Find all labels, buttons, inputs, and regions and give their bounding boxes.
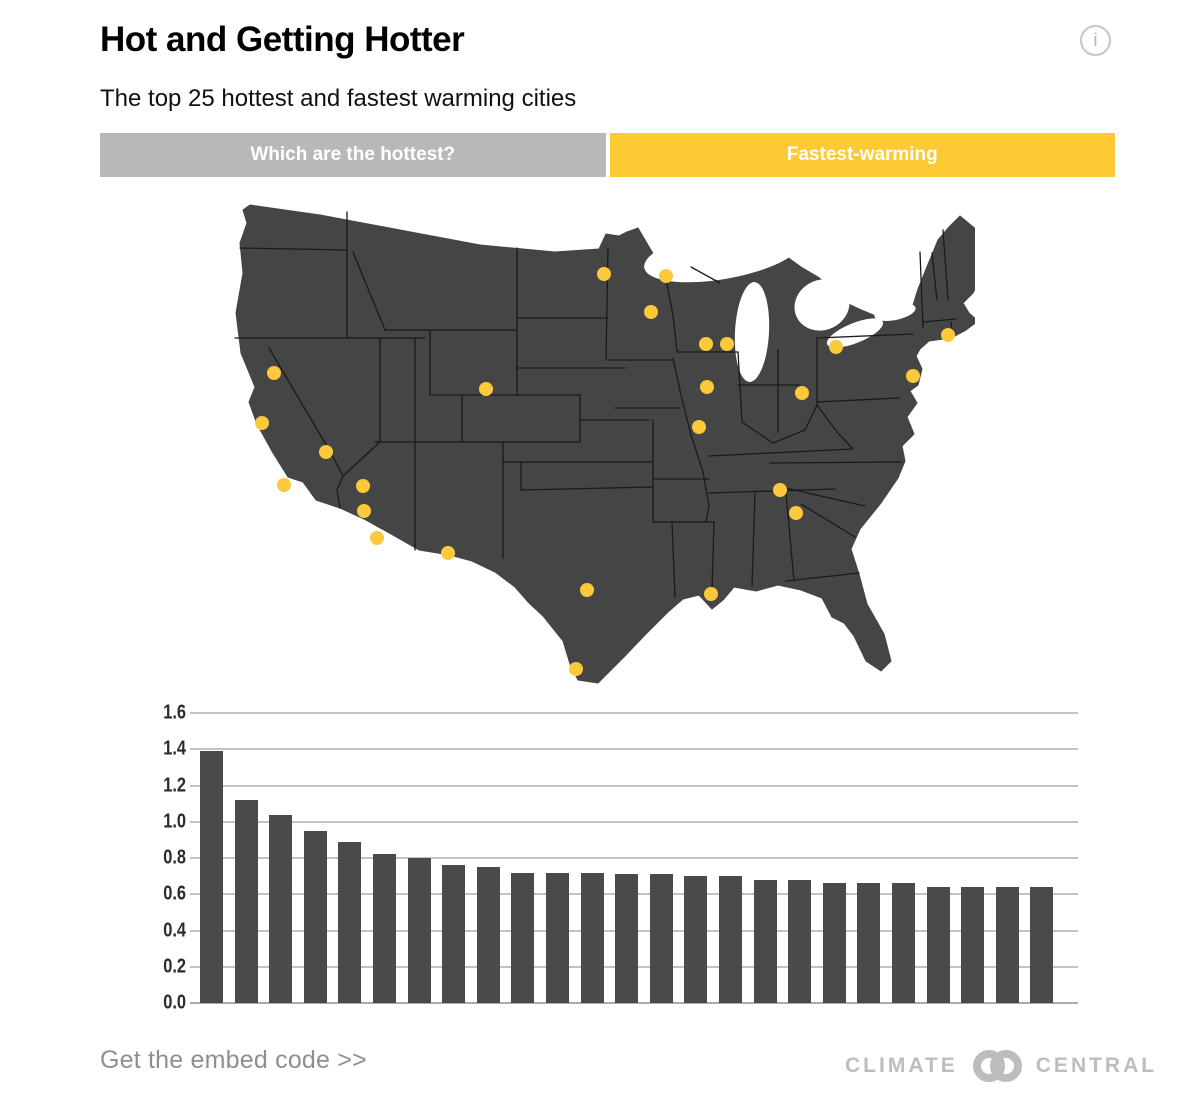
lake-huron [794,279,850,331]
city-dot [700,380,714,394]
climate-central-logo: CLIMATE CENTRAL [845,1048,1157,1084]
info-icon[interactable]: i [1080,25,1111,56]
bar [961,887,985,1003]
y-axis: 0.0 0.2 0.4 0.6 0.8 1.0 1.2 1.4 1.6 [128,702,186,1014]
bar [580,872,604,1003]
embed-code-link[interactable]: Get the embed code >> [100,1046,367,1074]
lake-michigan [734,282,770,382]
city-dot [357,504,371,518]
city-dot [441,546,455,560]
city-dot [906,369,920,383]
city-dot [720,337,734,351]
city-dot [277,478,291,492]
bar [926,887,950,1003]
city-dot [699,337,713,351]
city-dot [704,587,718,601]
y-axis-tick-label: 0.6 [163,882,186,905]
gridline [190,748,1078,751]
bar [442,865,466,1003]
bar [338,841,362,1003]
state-borders [234,211,957,598]
city-dot [479,382,493,396]
bar [788,879,812,1003]
bar [511,872,535,1003]
gridline [190,857,1078,859]
us-map [225,190,975,690]
bar [234,800,258,1003]
y-axis-tick-label: 1.0 [163,810,186,833]
lake-erie [826,318,884,348]
y-axis-tick-label: 0.0 [163,991,186,1014]
city-dot [795,386,809,400]
lake-superior [644,225,802,283]
tab-fastest-warming[interactable]: Fastest-warming [609,133,1115,177]
y-axis-tick-label: 0.8 [163,846,186,869]
bar [615,874,639,1003]
bar [719,876,742,1003]
bar-chart: 0.0 0.2 0.4 0.6 0.8 1.0 1.2 1.4 1.6 [0,700,1198,1020]
city-dot [941,328,955,342]
gridline [190,820,1078,823]
bar [373,854,396,1003]
bar [995,887,1019,1003]
tab-bar: Which are the hottest? Fastest-warming [100,133,1115,177]
bar [1030,887,1054,1003]
y-axis-tick-label: 1.4 [163,737,186,760]
city-dot [829,340,843,354]
bar [649,874,673,1003]
bar [546,872,569,1003]
city-dot [569,662,583,676]
bar [476,867,500,1003]
y-axis-tick-label: 0.4 [163,919,186,941]
city-dot [659,269,673,283]
climate-central-rings-icon [972,1050,1022,1082]
bar [407,858,431,1003]
y-axis-tick-label: 1.2 [163,774,186,796]
gridline [190,784,1078,787]
bar [269,814,293,1003]
city-dot [319,445,333,459]
us-land-silhouette [235,204,975,684]
city-dot [370,531,384,545]
page-title: Hot and Getting Hotter [100,20,465,59]
bar [857,883,881,1003]
city-dot [597,267,611,281]
y-axis-tick-label: 1.6 [163,701,186,724]
gridline [190,712,1078,714]
great-lakes [644,225,916,382]
city-dots [255,267,955,676]
brand-climate-text: CLIMATE [845,1054,958,1077]
bar [200,751,223,1003]
tab-which-are-the-hottest[interactable]: Which are the hottest? [100,133,606,177]
city-dot [789,506,803,520]
brand-central-text: CENTRAL [1035,1054,1158,1077]
bar-chart-plot [190,712,1078,1004]
city-dot [255,416,269,430]
bar [753,879,777,1003]
lake-ontario [874,303,916,321]
us-map-svg [234,204,975,684]
city-dot [644,305,658,319]
y-axis-tick-label: 0.2 [163,955,186,978]
city-dot [773,483,787,497]
page-subtitle: The top 25 hottest and fastest warming c… [100,85,577,112]
city-dot [580,583,594,597]
city-dot [692,420,706,434]
bar [303,830,327,1003]
bar [684,876,708,1003]
bar [892,883,915,1003]
gridline [190,1002,1078,1004]
city-dot [267,366,281,380]
city-dot [356,479,370,493]
bar [822,883,846,1003]
